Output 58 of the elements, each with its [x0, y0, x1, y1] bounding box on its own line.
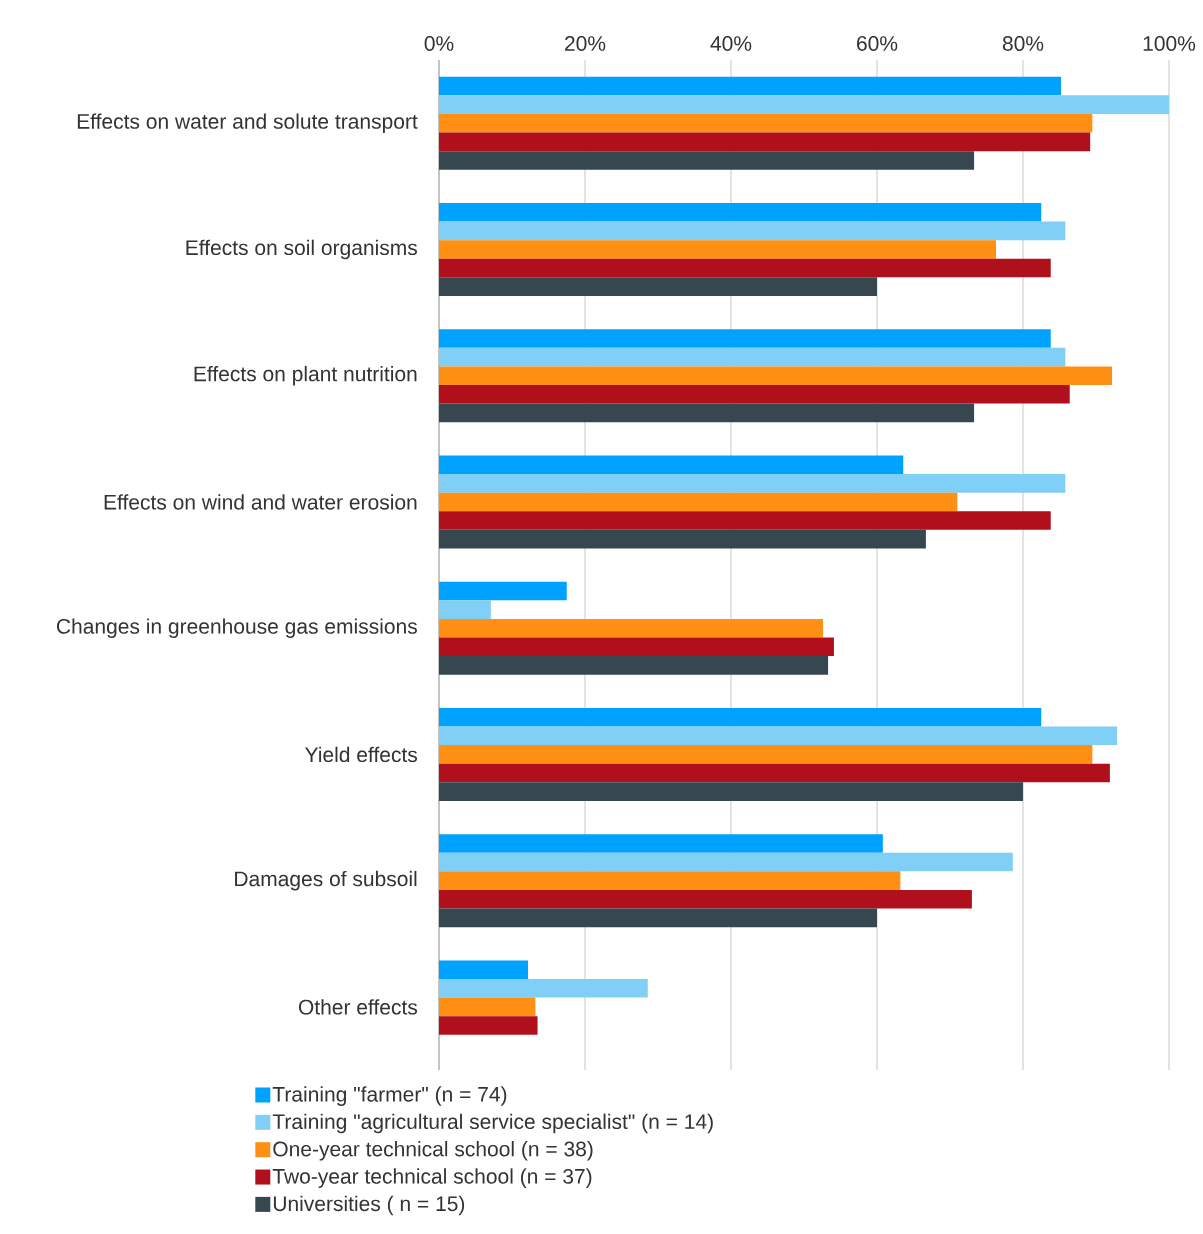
bar [439, 76, 1061, 96]
bar [439, 908, 877, 928]
bar [439, 600, 491, 619]
x-tick-label: 100% [1143, 36, 1196, 51]
bar [439, 656, 829, 675]
bar [439, 151, 975, 170]
y-tick-label: Other effects [298, 999, 418, 1015]
legend-label: Training "farmer" (n = 74) [272, 1086, 507, 1106]
y-tick-label: Changes in greenhouse gas emissions [56, 618, 417, 638]
bar [439, 113, 1093, 133]
bar [439, 329, 1051, 348]
bar [439, 511, 1051, 530]
bar [439, 366, 1113, 386]
x-tick-label: 0% [424, 36, 454, 51]
bar [439, 240, 996, 259]
bar [439, 834, 883, 853]
legend-label: Two-year technical school (n = 37) [272, 1168, 592, 1188]
bar [439, 347, 1066, 367]
y-tick-label: Damages of subsoil [235, 870, 417, 891]
y-tick-label: Effects on wind and water erosion [104, 494, 417, 510]
bar [439, 492, 958, 512]
y-tick-label: Effects on plant nutrition [194, 365, 417, 386]
bar [439, 960, 529, 979]
bar [439, 202, 1042, 222]
x-tick-label: 40% [710, 36, 752, 51]
bar [439, 618, 823, 638]
bar [439, 403, 975, 423]
bar [439, 637, 834, 657]
bar [439, 529, 926, 549]
bar [439, 132, 1091, 152]
legend-label: Training "agricultural service specialist" (n = 14) [272, 1113, 713, 1134]
y-tick-label: Yield effects [305, 746, 418, 763]
x-tick-label: 80% [1002, 36, 1044, 51]
bar [439, 277, 877, 296]
legend-label: One-year technical school (n = 38) [273, 1141, 593, 1161]
bar [439, 258, 1051, 278]
y-tick-label: Effects on water and solute transport [77, 113, 418, 134]
bar [439, 95, 1169, 114]
bar [439, 745, 1093, 764]
bar [439, 871, 901, 890]
bar [439, 997, 536, 1017]
y-tick-label: Effects on soil organisms [186, 239, 417, 260]
bar [439, 707, 1042, 727]
bar [439, 852, 1013, 872]
bar [439, 385, 1070, 404]
x-tick-label: 20% [565, 36, 606, 51]
bar [439, 455, 904, 475]
bar [439, 1016, 538, 1035]
bar [439, 221, 1066, 241]
bar [439, 726, 1118, 746]
bar [439, 978, 648, 998]
x-tick-label: 60% [857, 36, 898, 51]
bar [439, 889, 972, 909]
bar [439, 581, 567, 601]
bar [439, 474, 1066, 493]
bar [439, 763, 1110, 783]
bar [439, 782, 1023, 801]
legend-label: Universities ( n = 15) [273, 1195, 465, 1216]
